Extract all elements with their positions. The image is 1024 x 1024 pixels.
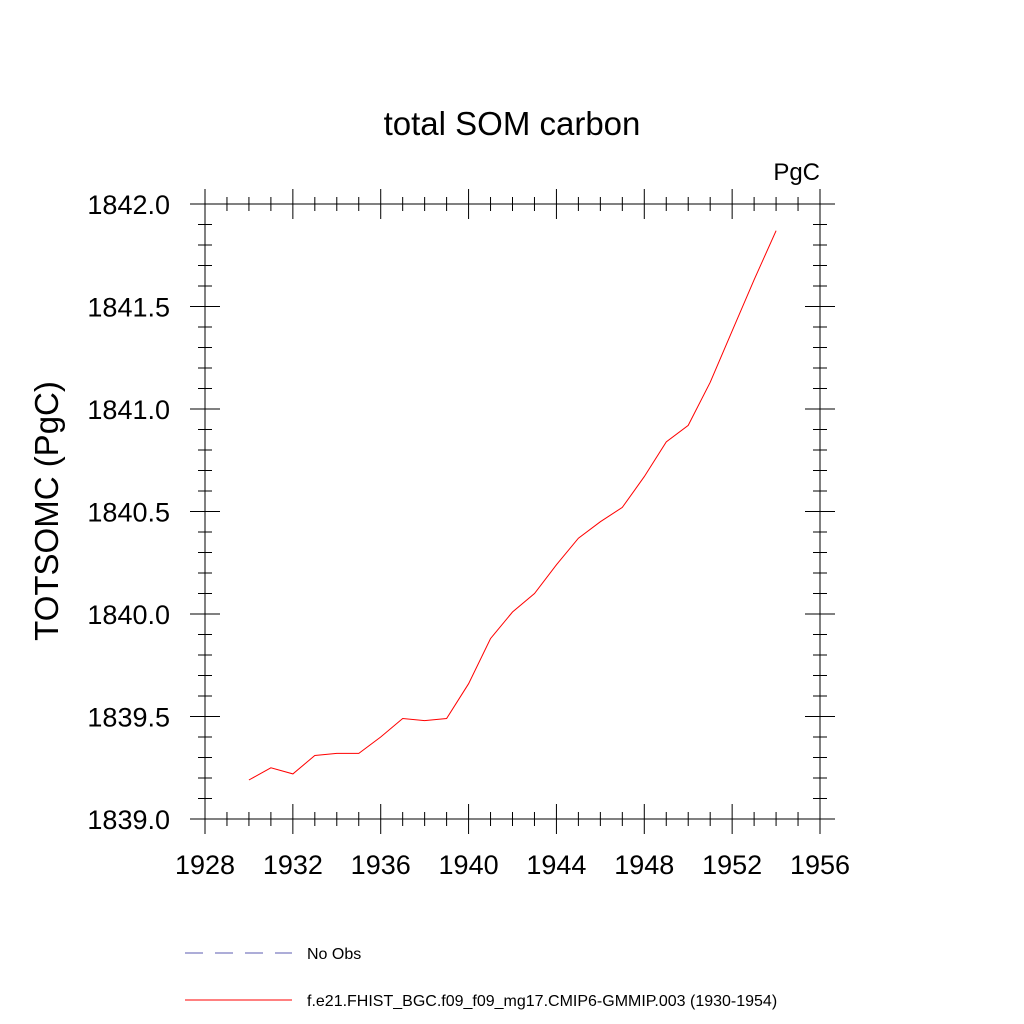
plot-frame: [204, 203, 821, 820]
y-axis: 1839.0 1839.5 1840.0 1840.5 1841.0 1841.5 1842…: [87, 190, 835, 835]
y-tick-label: 1839.5: [87, 703, 170, 733]
legend-entry: f.e21.FHIST_BGC.f09_f09_mg17.CMIP6-GMMIP…: [185, 993, 777, 1010]
x-tick-label: 1928: [175, 850, 235, 880]
series-layer: [248, 230, 777, 781]
y-tick-label: 1840.5: [87, 498, 170, 528]
series-line-1: [248, 230, 777, 781]
legend: No Obs f.e21.FHIST_BGC.f09_f09_mg17.CMIP6…: [185, 946, 777, 1010]
y-axis-label: TOTSOMC (PgC): [28, 381, 65, 641]
x-tick-label: 1948: [614, 850, 674, 880]
legend-entry: No Obs: [185, 946, 361, 963]
x-tick-label: 1932: [263, 850, 323, 880]
x-axis: 1928 1932 1936 1940 1944 1948 1952 1956: [175, 189, 850, 880]
legend-label: f.e21.FHIST_BGC.f09_f09_mg17.CMIP6-GMMIP…: [307, 993, 777, 1010]
chart-title: total SOM carbon: [384, 105, 641, 142]
y-tick-label: 1841.0: [87, 395, 170, 425]
y-tick-label: 1840.0: [87, 600, 170, 630]
x-tick-label: 1952: [702, 850, 762, 880]
y-tick-label: 1839.0: [87, 805, 170, 835]
x-tick-label: 1940: [439, 850, 499, 880]
units-label: PgC: [773, 159, 820, 186]
x-tick-label: 1944: [526, 850, 586, 880]
x-tick-label: 1936: [351, 850, 411, 880]
y-tick-label: 1841.5: [87, 293, 170, 323]
x-tick-label: 1956: [790, 850, 850, 880]
legend-label: No Obs: [307, 946, 361, 963]
y-tick-label: 1842.0: [87, 190, 170, 220]
